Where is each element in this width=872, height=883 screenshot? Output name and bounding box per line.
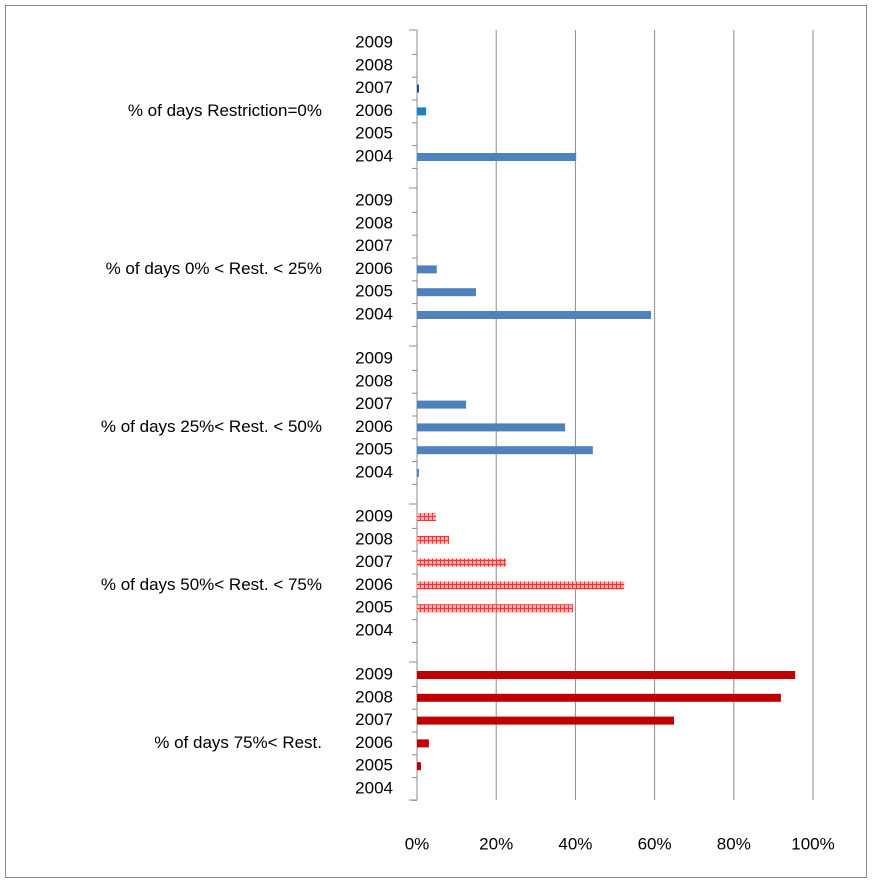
bar	[417, 558, 507, 567]
category-label: 2004	[355, 620, 393, 639]
category-label: 2008	[355, 55, 393, 74]
category-label: 2004	[355, 462, 393, 481]
category-label: 2009	[355, 348, 393, 367]
category-label: 2007	[355, 236, 393, 255]
bar	[417, 693, 781, 702]
bar	[417, 671, 796, 679]
bar	[417, 265, 437, 274]
group-label: % of days Restriction=0%	[128, 101, 322, 120]
category-label: 2004	[355, 778, 393, 797]
x-tick-label: 40%	[558, 834, 592, 853]
bar	[417, 84, 419, 93]
bar	[417, 153, 577, 161]
category-label: 2008	[355, 529, 393, 548]
bar	[417, 469, 419, 477]
category-label: 2009	[355, 506, 393, 525]
group-label: % of days 75%< Rest.	[154, 733, 322, 752]
x-tick-label: 60%	[638, 834, 672, 853]
category-label: 2008	[355, 371, 393, 390]
category-label: 2005	[355, 124, 393, 143]
bar	[417, 581, 625, 590]
category-label: 2004	[355, 304, 393, 323]
bar	[417, 604, 574, 613]
x-tick-label: 80%	[717, 834, 751, 853]
group-label: % of days 25%< Rest. < 50%	[101, 417, 322, 436]
category-label: 2005	[355, 282, 393, 301]
category-label: 2008	[355, 213, 393, 232]
category-label: 2006	[355, 101, 393, 120]
category-label: 2006	[355, 575, 393, 594]
bar	[417, 423, 566, 432]
group-label: % of days 50%< Rest. < 75%	[101, 575, 322, 594]
bar	[417, 513, 437, 521]
bar	[417, 446, 593, 455]
x-tick-label: 0%	[405, 834, 430, 853]
category-label: 2007	[355, 394, 393, 413]
bar	[417, 400, 467, 409]
category-label: 2004	[355, 146, 393, 165]
x-tick-label: 20%	[479, 834, 513, 853]
category-label: 2009	[355, 664, 393, 683]
category-label: 2005	[355, 756, 393, 775]
category-label: 2006	[355, 259, 393, 278]
category-label: 2006	[355, 417, 393, 436]
chart-frame	[5, 5, 867, 878]
bar	[417, 288, 477, 297]
bar	[417, 311, 652, 319]
group-label: % of days 0% < Rest. < 25%	[106, 259, 322, 278]
category-label: 2009	[355, 190, 393, 209]
category-label: 2007	[355, 710, 393, 729]
bar	[417, 716, 675, 725]
bar	[417, 107, 427, 116]
bar	[417, 739, 429, 748]
bar	[417, 762, 421, 771]
category-label: 2009	[355, 32, 393, 51]
category-label: 2005	[355, 440, 393, 459]
category-label: 2008	[355, 687, 393, 706]
category-label: 2007	[355, 552, 393, 571]
category-label: 2005	[355, 598, 393, 617]
bar	[417, 535, 450, 544]
x-tick-label: 100%	[791, 834, 834, 853]
category-label: 2007	[355, 78, 393, 97]
category-label: 2006	[355, 733, 393, 752]
